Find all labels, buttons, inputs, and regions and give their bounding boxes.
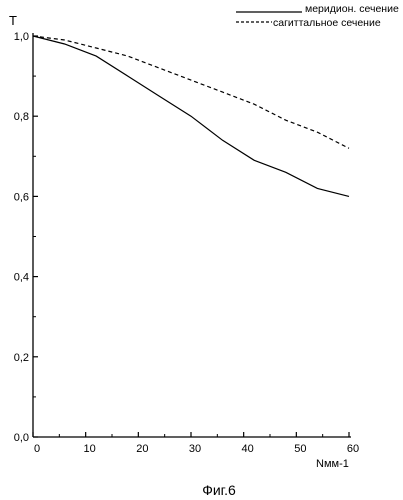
y-axis-title: T xyxy=(9,13,17,28)
y-tick-label: 1,0 xyxy=(14,31,29,43)
legend-label-meridional: меридион. сечение xyxy=(305,3,399,15)
x-tick-label: 30 xyxy=(189,443,201,455)
x-tick-label: 0 xyxy=(34,443,40,455)
x-tick-label: 60 xyxy=(347,443,359,455)
legend-label-sagittal: сагиттальное сечение xyxy=(273,17,381,29)
y-tick-label: 0,6 xyxy=(14,191,29,203)
x-tick-label: 10 xyxy=(84,443,96,455)
y-tick-label: 0,0 xyxy=(14,432,29,444)
y-tick-label: 0,8 xyxy=(14,111,29,123)
figure-caption: Фиг.6 xyxy=(202,482,236,498)
series-line-sagittal xyxy=(33,36,349,148)
x-ticks: 0 10 20 30 40 50 60 xyxy=(33,432,359,455)
series-line-meridional xyxy=(33,36,349,196)
legend: меридион. сечение сагиттальное сечение xyxy=(236,3,399,29)
x-tick-label: 20 xyxy=(136,443,148,455)
y-tick-label: 0,2 xyxy=(14,352,29,364)
x-tick-label: 40 xyxy=(242,443,254,455)
x-axis-title: Nмм-1 xyxy=(316,458,349,470)
y-ticks: 0,0 0,2 0,4 0,6 0,8 1,0 xyxy=(14,31,38,444)
y-tick-label: 0,4 xyxy=(14,272,29,284)
series-group xyxy=(33,36,349,196)
x-tick-label: 50 xyxy=(294,443,306,455)
